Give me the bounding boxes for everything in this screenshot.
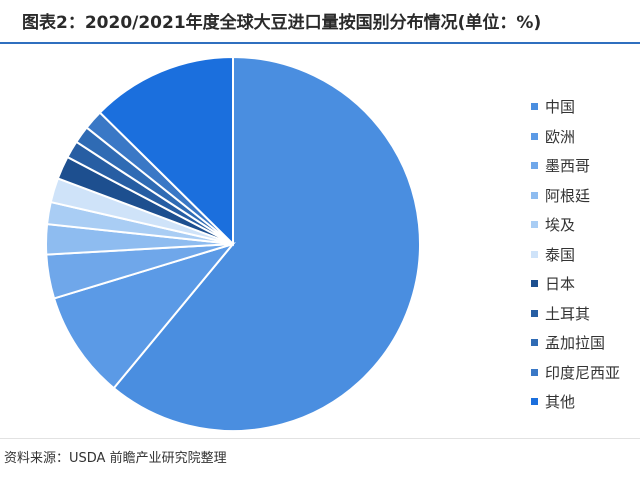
pie-slices (45, 55, 421, 432)
chart-legend: 中国欧洲墨西哥阿根廷埃及泰国日本土耳其孟加拉国印度尼西亚其他 (531, 92, 636, 417)
title-divider (0, 42, 640, 44)
legend-item-10: 其他 (531, 387, 636, 417)
legend-item-5: 泰国 (531, 240, 636, 270)
pie-slice-1 (52, 242, 236, 390)
legend-item-3: 阿根廷 (531, 181, 636, 211)
legend-swatch (531, 339, 538, 347)
legend-label: 印度尼西亚 (545, 363, 621, 382)
legend-label: 阿根廷 (545, 186, 591, 205)
legend-label: 泰国 (545, 245, 576, 264)
legend-item-2: 墨西哥 (531, 151, 636, 181)
legend-swatch (531, 398, 538, 406)
legend-label: 欧洲 (545, 127, 576, 146)
pie-slice-0 (112, 55, 421, 432)
legend-label: 日本 (545, 275, 576, 294)
legend-swatch (531, 280, 538, 288)
legend-label: 其他 (545, 393, 576, 412)
pie-chart (45, 55, 421, 432)
legend-item-4: 埃及 (531, 210, 636, 240)
legend-label: 孟加拉国 (545, 334, 606, 353)
legend-swatch (531, 162, 538, 170)
legend-label: 中国 (545, 98, 576, 117)
legend-label: 土耳其 (545, 304, 591, 323)
source-divider (0, 438, 640, 439)
legend-item-7: 土耳其 (531, 299, 636, 329)
legend-label: 埃及 (545, 216, 576, 235)
chart-title: 图表2：2020/2021年度全球大豆进口量按国别分布情况(单位：%) (22, 13, 542, 33)
source-note: 资料来源：USDA 前瞻产业研究院整理 (4, 451, 227, 466)
legend-swatch (531, 103, 538, 111)
legend-swatch (531, 132, 538, 140)
legend-item-8: 孟加拉国 (531, 328, 636, 358)
legend-swatch (531, 221, 538, 229)
legend-swatch (531, 250, 538, 258)
legend-item-6: 日本 (531, 269, 636, 299)
legend-swatch (531, 368, 538, 376)
pie-slice-10 (98, 55, 234, 247)
legend-label: 墨西哥 (545, 157, 591, 176)
legend-item-9: 印度尼西亚 (531, 358, 636, 388)
legend-item-1: 欧洲 (531, 122, 636, 152)
legend-swatch (531, 191, 538, 199)
legend-swatch (531, 309, 538, 317)
legend-item-0: 中国 (531, 92, 636, 122)
